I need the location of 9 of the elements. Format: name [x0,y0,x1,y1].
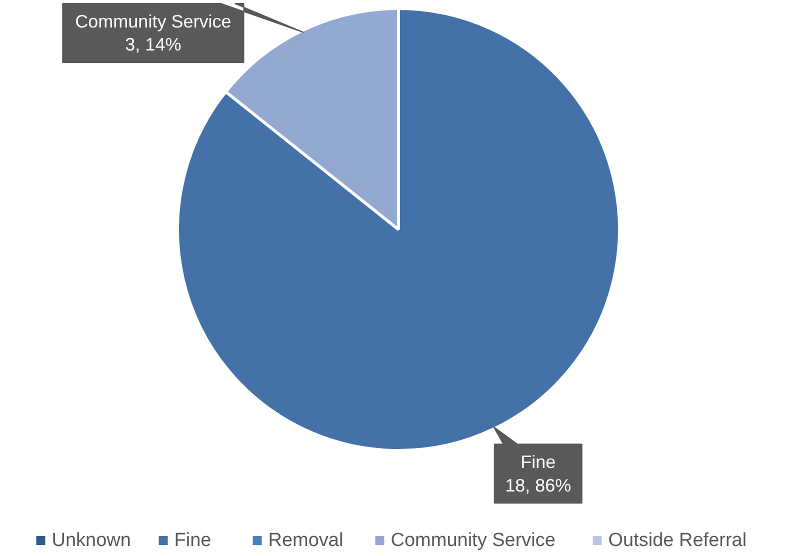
data-label: 3, 14% [125,34,182,55]
legend-label: Outside Referral [608,530,747,551]
data-label: 18, 86% [505,475,572,496]
slice-label: Fine [520,452,556,472]
slice-label: Community Service [75,11,232,32]
legend-label: Removal [268,530,344,551]
legend-label: Fine [174,530,212,551]
legend-label: Unknown [52,530,131,551]
legend-label: Community Service [390,530,556,551]
